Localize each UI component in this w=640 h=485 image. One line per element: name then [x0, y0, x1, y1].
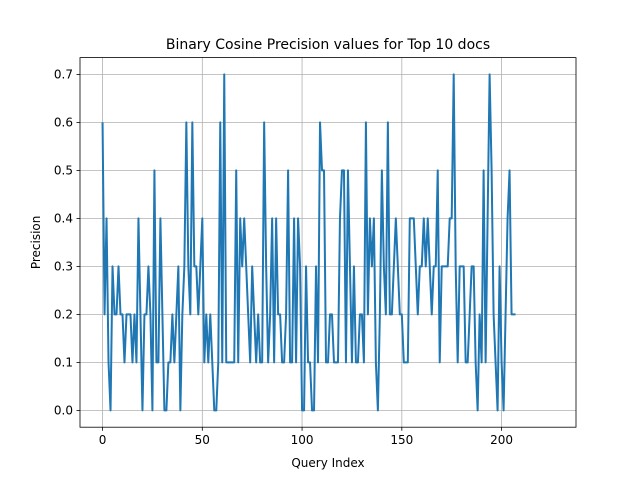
chart-title: Binary Cosine Precision values for Top 1… — [166, 37, 490, 53]
plot-frame — [79, 57, 577, 428]
y-axis-label: Precision — [29, 216, 43, 270]
x-tick-label: 100 — [291, 433, 314, 447]
x-tick-label: 50 — [195, 433, 210, 447]
y-tick-label: 0.1 — [54, 356, 73, 370]
x-axis-ticks: 0 50 100 150 200 — [99, 427, 513, 447]
y-tick-label: 0.7 — [54, 68, 73, 82]
series-layer — [101, 73, 516, 412]
y-tick-label: 0.5 — [54, 164, 73, 178]
y-tick-label: 0.2 — [54, 308, 73, 322]
x-tick-label: 200 — [490, 433, 513, 447]
x-tick-label: 150 — [390, 433, 413, 447]
x-tick-label: 0 — [99, 433, 107, 447]
y-tick-label: 0.3 — [54, 260, 73, 274]
y-tick-label: 0.6 — [54, 116, 73, 130]
y-tick-label: 0.0 — [54, 404, 73, 418]
series-line-0 — [101, 73, 516, 412]
x-axis-label: Query Index — [291, 456, 364, 470]
y-axis-ticks: 0.0 0.1 0.2 0.3 0.4 0.5 0.6 0.7 — [54, 68, 80, 418]
y-tick-label: 0.4 — [54, 212, 73, 226]
